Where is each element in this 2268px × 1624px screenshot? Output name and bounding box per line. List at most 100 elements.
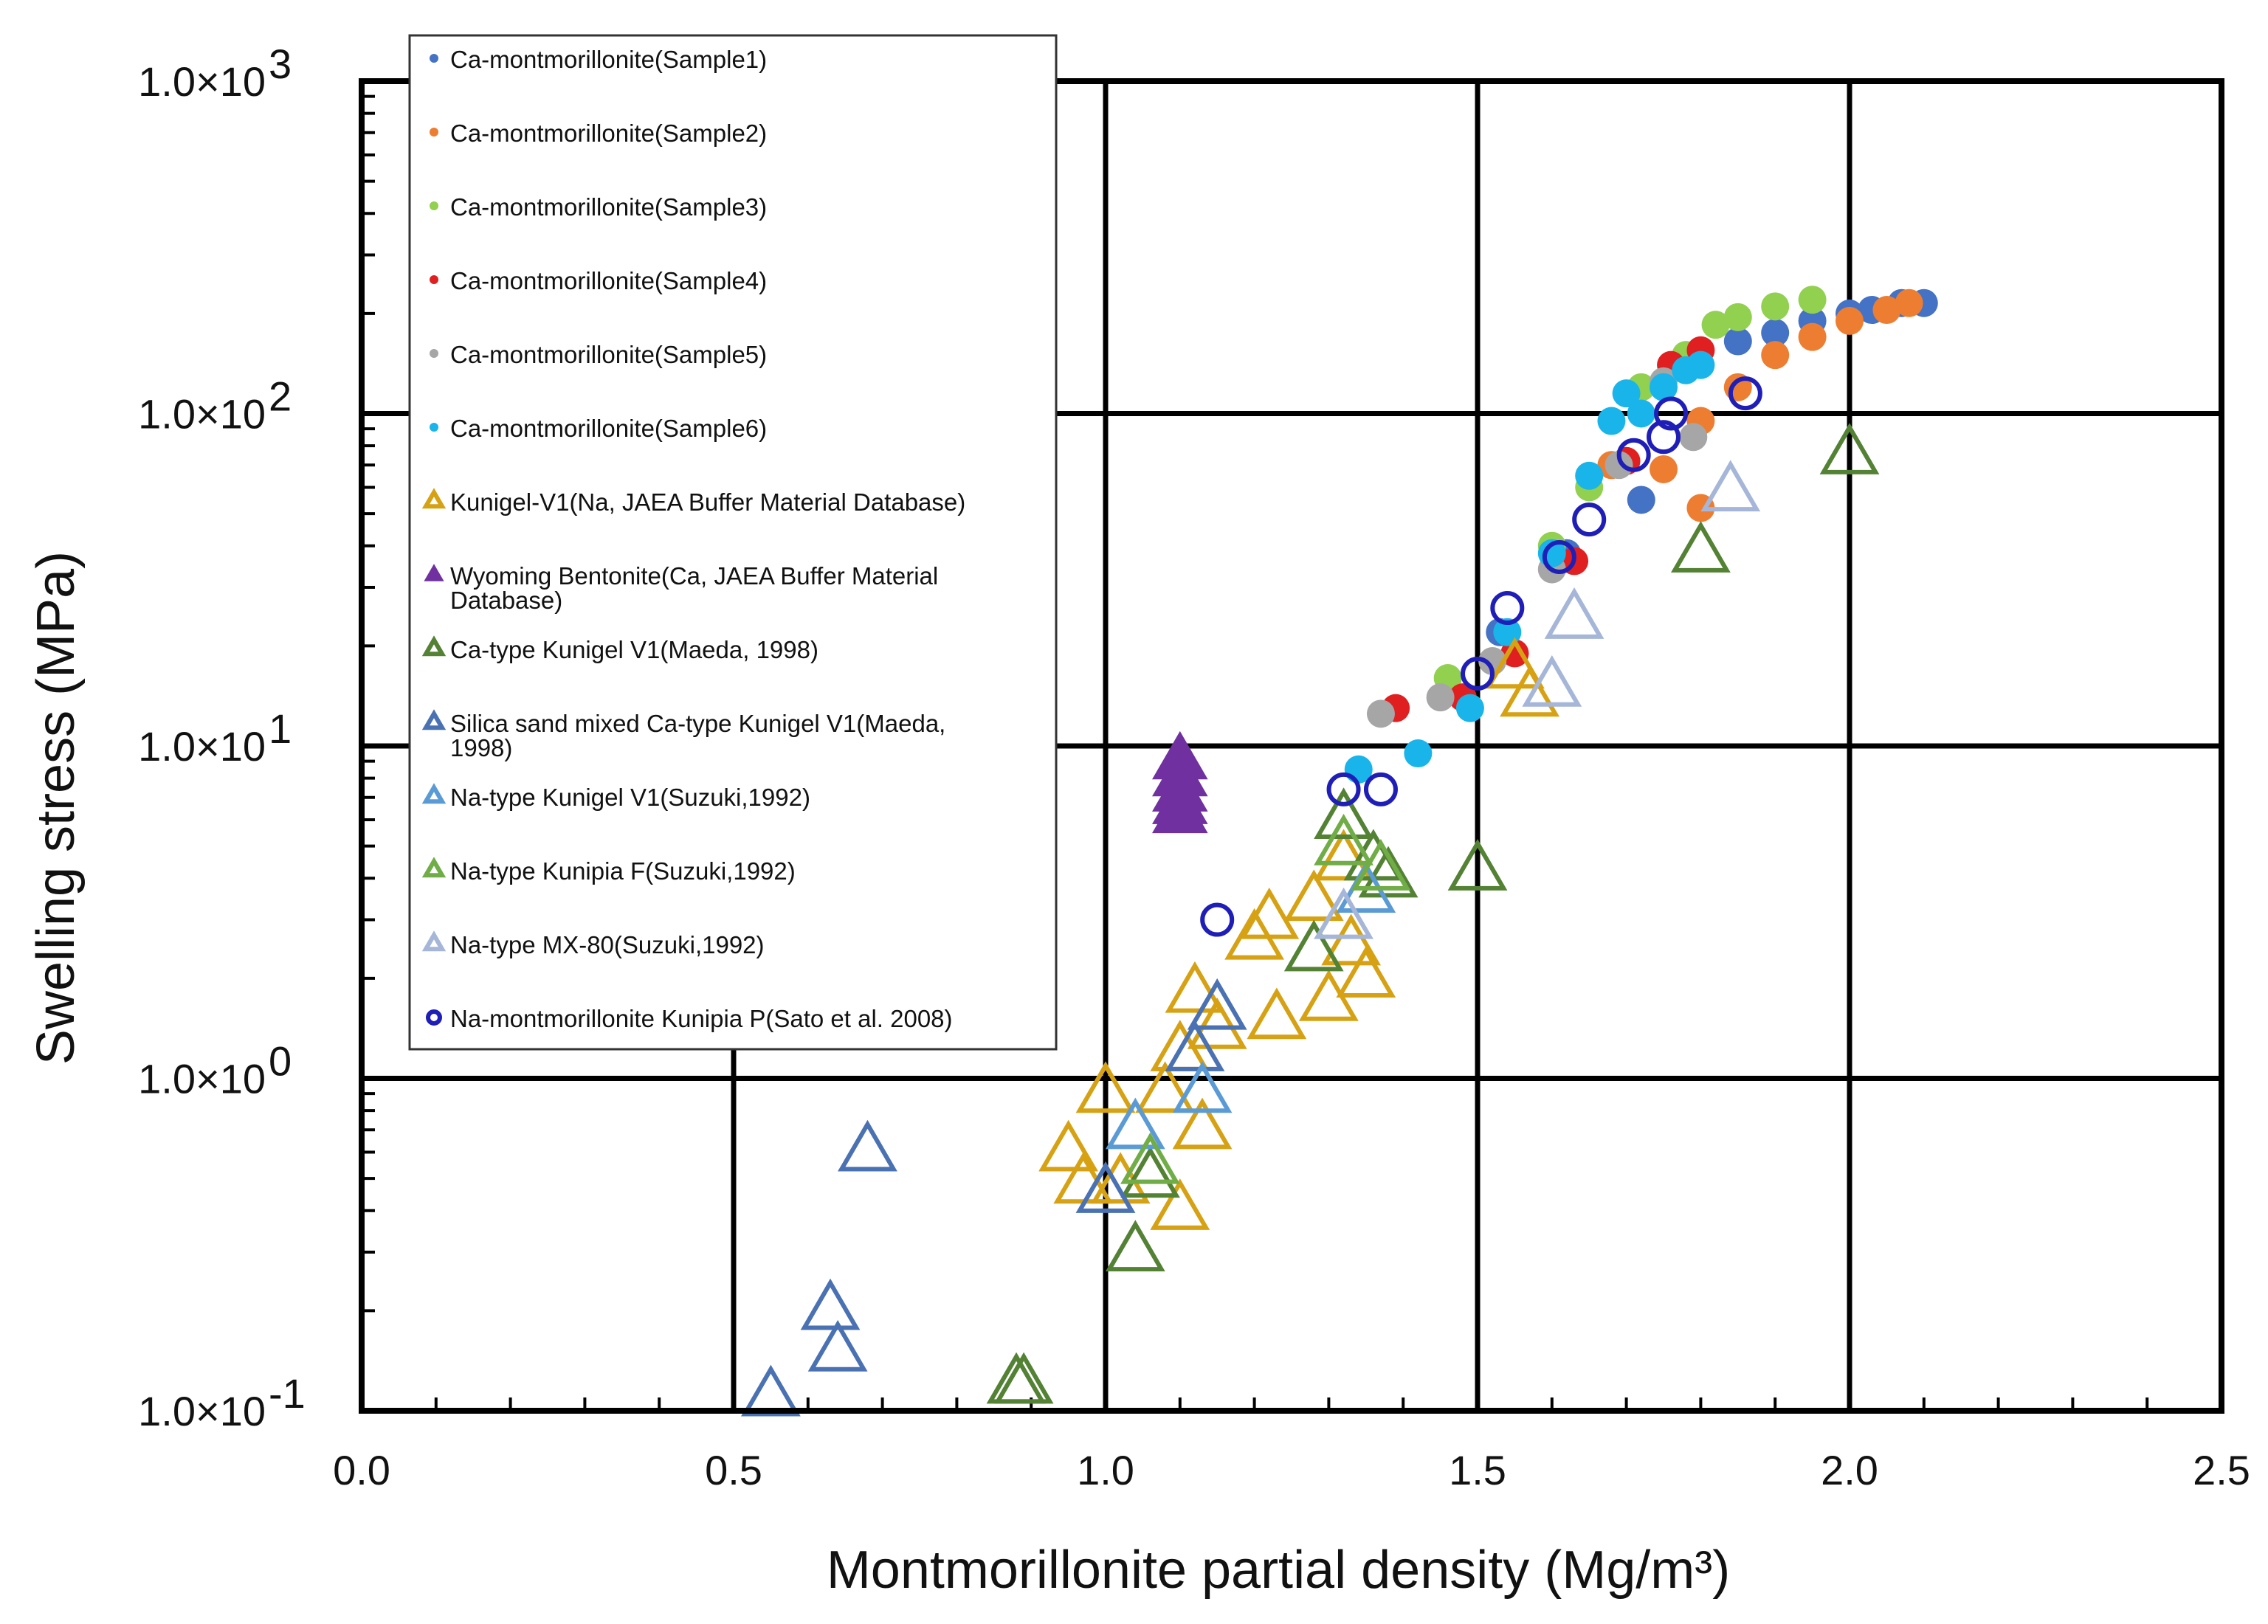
legend-label: Kunigel-V1(Na, JAEA Buffer Material Data… (450, 488, 965, 516)
data-point (1314, 787, 1373, 840)
y-tick-label: 1.0×10 (138, 58, 266, 105)
data-point (1314, 829, 1373, 881)
x-tick-label: 0.0 (333, 1447, 390, 1493)
data-point (1172, 1097, 1233, 1150)
data-point (1597, 407, 1626, 435)
data-point (1326, 772, 1361, 806)
data-point (1723, 327, 1752, 356)
data-point (1426, 683, 1455, 712)
data-point (1761, 341, 1790, 370)
data-point (1239, 887, 1300, 939)
data-point (1351, 839, 1411, 891)
series-1 (1500, 288, 1923, 668)
legend: Ca-montmorillonite(Sample1) Ca-montmorill… (408, 34, 1058, 1051)
legend-entry-7: Wyoming Bentonite(Ca, JAEA Buffer Materi… (424, 562, 938, 614)
legend-label: Ca-type Kunigel V1(Maeda, 1998) (450, 636, 818, 663)
data-point (1283, 919, 1344, 972)
legend-marker (421, 930, 447, 952)
legend-entry-10: Na-type Kunigel V1(Suzuki,1992) (421, 783, 810, 811)
data-point (1544, 587, 1605, 639)
legend-entry-0: Ca-montmorillonite(Sample1) (430, 46, 767, 73)
legend-label: Na-montmorillonite Kunipia P(Sato et al.… (450, 1005, 953, 1032)
legend-entry-8: Ca-type Kunigel V1(Maeda, 1998) (421, 635, 818, 663)
data-point (1484, 637, 1545, 689)
legend-marker (430, 128, 438, 137)
y-tick-label: 1.0×10 (138, 1388, 266, 1434)
legend-label: Ca-montmorillonite(Sample2) (450, 120, 767, 147)
legend-entry-13: Na-montmorillonite Kunipia P(Sato et al.… (426, 1005, 953, 1032)
data-point (1500, 665, 1559, 717)
data-point (807, 1319, 868, 1372)
data-point (1150, 1178, 1210, 1230)
legend-marker (430, 201, 438, 210)
data-point (1404, 739, 1433, 768)
legend-marker (430, 275, 438, 284)
data-point (1701, 311, 1730, 339)
legend-entry-2: Ca-montmorillonite(Sample3) (430, 193, 767, 221)
legend-marker (421, 635, 447, 657)
data-point (1819, 423, 1880, 474)
data-point (1165, 1020, 1225, 1071)
data-points (740, 286, 1938, 1417)
x-tick-label: 0.5 (705, 1447, 762, 1493)
legend-entry-9: Silica sand mixed Ca-type Kunigel V1(Mae… (421, 709, 945, 761)
data-point (1650, 455, 1678, 483)
data-point (1647, 420, 1681, 455)
data-point (1605, 451, 1633, 480)
legend-label: Na-type MX-80(Suzuki,1992) (450, 931, 765, 958)
data-point (1187, 997, 1247, 1049)
legend-label: Wyoming Bentonite(Ca, JAEA Buffer Materi… (450, 562, 938, 614)
data-point (1670, 521, 1731, 573)
series-8 (986, 423, 1880, 1404)
data-point (1165, 961, 1225, 1013)
data-point (1616, 438, 1651, 472)
x-tick-labels: 0.0 0.5 1.0 1.5 2.0 2.5 (333, 1447, 2250, 1493)
data-point (1447, 839, 1508, 891)
legend-label: Ca-montmorillonite(Sample4) (450, 267, 767, 294)
y-tick-label: 1.0×10 (138, 1056, 266, 1102)
y-axis-title: Swelling stress (MPa) (27, 551, 86, 1065)
data-point (1490, 591, 1525, 626)
series-5 (1344, 350, 1715, 784)
data-point (1366, 699, 1395, 728)
data-point (1500, 639, 1529, 668)
legend-label: Na-type Kunigel V1(Suzuki,1992) (450, 784, 810, 811)
legend-entry-6: Kunigel-V1(Na, JAEA Buffer Material Data… (421, 488, 965, 516)
data-point (1798, 286, 1827, 314)
data-point (1798, 322, 1827, 351)
data-point (1723, 303, 1752, 331)
data-point (1283, 869, 1344, 922)
data-point (1363, 772, 1398, 806)
data-point (1650, 373, 1678, 401)
data-point (1522, 654, 1582, 707)
y-tick-exponent: 2 (269, 373, 292, 420)
data-point (1075, 1161, 1136, 1213)
data-point (838, 1119, 897, 1172)
legend-label: Ca-montmorillonite(Sample3) (450, 193, 767, 221)
data-point (800, 1278, 861, 1330)
data-point (1686, 350, 1715, 379)
series-7 (1151, 730, 1208, 834)
data-point (1314, 813, 1373, 865)
legend-label: Ca-montmorillonite(Sample5) (450, 341, 767, 368)
legend-label: Ca-montmorillonite(Sample6) (450, 415, 767, 442)
series-13 (1200, 376, 1762, 937)
data-point (1038, 1119, 1099, 1172)
x-axis-title: Montmorillonite partial density (Mg/m³) (827, 1541, 1730, 1600)
data-point (1120, 1132, 1180, 1184)
data-point (1135, 1061, 1196, 1113)
data-point (1761, 319, 1790, 348)
y-tick-label: 1.0×10 (138, 391, 266, 438)
data-point (740, 1364, 801, 1417)
data-point (1172, 1061, 1233, 1113)
legend-entry-12: Na-type MX-80(Suzuki,1992) (421, 930, 765, 958)
data-point (1247, 987, 1307, 1040)
legend-label: Na-type Kunipia F(Suzuki,1992) (450, 857, 796, 885)
legend-label: Ca-montmorillonite(Sample1) (450, 46, 767, 73)
data-point (993, 1352, 1054, 1404)
legend-entry-3: Ca-montmorillonite(Sample4) (430, 267, 767, 294)
y-tick-exponent: 3 (269, 41, 292, 87)
data-point (1761, 292, 1790, 321)
